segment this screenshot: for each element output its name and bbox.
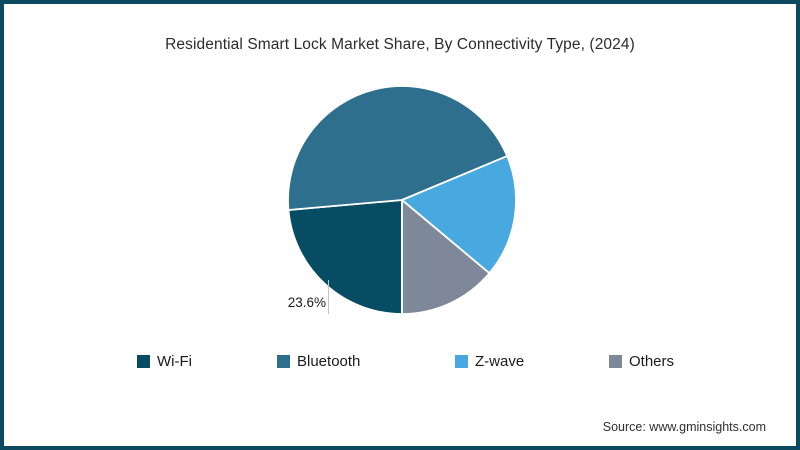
legend-item-zwave: Z-wave: [455, 351, 524, 371]
legend-item-wifi: Wi-Fi: [137, 351, 192, 371]
legend-swatch-bluetooth: [277, 354, 290, 368]
legend-item-label: Bluetooth: [297, 352, 361, 370]
legend-item-label: Others: [629, 352, 675, 370]
legend-item-label: Wi-Fi: [157, 352, 192, 370]
source-text: Source: www.gminsights.com: [602, 420, 766, 434]
pie-slice-wi-fi: [287, 199, 403, 315]
chart-title: Residential Smart Lock Market Share, By …: [165, 36, 635, 53]
legend-swatch-others: [609, 354, 622, 368]
legend-swatch-wifi: [137, 354, 150, 368]
data-label-leader-line: [328, 280, 329, 314]
legend-swatch-zwave: [455, 354, 468, 368]
pie-slice-bluetooth: [287, 85, 509, 211]
legend-item-label: Z-wave: [475, 352, 525, 370]
legend-item-bluetooth: Bluetooth: [277, 351, 360, 371]
pie-chart: [287, 85, 517, 315]
legend-item-others: Others: [609, 351, 674, 371]
pie-slice-others: [401, 199, 491, 315]
pie-slice-z-wave: [401, 155, 517, 275]
legend: Wi-Fi Bluetooth Z-wave Others: [4, 351, 796, 371]
pie-data-label: 23.6%: [287, 295, 326, 310]
